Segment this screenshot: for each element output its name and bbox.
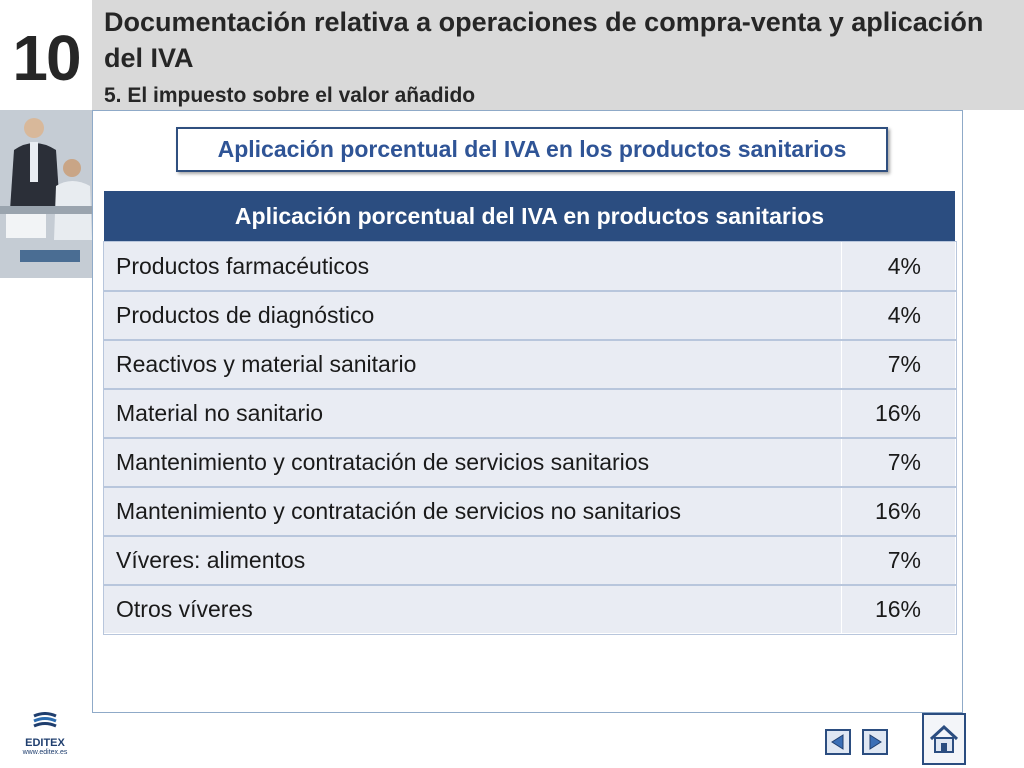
- home-icon: [929, 724, 959, 753]
- product-cell: Mantenimiento y contratación de servicio…: [103, 437, 842, 487]
- section-banner-label: Aplicación porcentual del IVA en los pro…: [217, 136, 847, 162]
- rate-cell: 4%: [841, 241, 956, 291]
- page-title: Documentación relativa a operaciones de …: [104, 7, 984, 73]
- rate-cell: 7%: [841, 437, 956, 487]
- office-photo: [0, 110, 92, 278]
- product-cell: Reactivos y material sanitario: [103, 339, 842, 389]
- editex-logo-icon: [33, 712, 57, 728]
- logo-url: www.editex.es: [22, 749, 68, 756]
- product-cell: Productos de diagnóstico: [103, 290, 842, 340]
- table-row: Material no sanitario 16%: [102, 387, 957, 439]
- product-cell: Víveres: alimentos: [103, 535, 842, 585]
- table-row: Otros víveres 16%: [102, 583, 957, 635]
- table-row: Productos de diagnóstico 4%: [102, 289, 957, 341]
- rate-cell: 4%: [841, 290, 956, 340]
- product-cell: Productos farmacéuticos: [103, 241, 842, 291]
- home-button[interactable]: [922, 713, 966, 765]
- rate-cell: 7%: [841, 339, 956, 389]
- rate-cell: 16%: [841, 388, 956, 438]
- table-row: Víveres: alimentos 7%: [102, 534, 957, 586]
- previous-slide-button[interactable]: [825, 729, 851, 755]
- product-cell: Material no sanitario: [103, 388, 842, 438]
- section-banner: Aplicación porcentual del IVA en los pro…: [176, 127, 888, 172]
- rate-cell: 7%: [841, 535, 956, 585]
- product-cell: Mantenimiento y contratación de servicio…: [103, 486, 842, 536]
- editex-logo[interactable]: EDITEX www.editex.es: [18, 712, 72, 762]
- rate-cell: 16%: [841, 486, 956, 536]
- iva-rates-table: Aplicación porcentual del IVA en product…: [102, 190, 957, 635]
- table-row: Mantenimiento y contratación de servicio…: [102, 436, 957, 488]
- table-row: Reactivos y material sanitario 7%: [102, 338, 957, 390]
- table-row: Mantenimiento y contratación de servicio…: [102, 485, 957, 537]
- table-header-row: Aplicación porcentual del IVA en product…: [103, 190, 956, 242]
- chapter-number: 10: [12, 22, 81, 94]
- triangle-right-icon: [869, 734, 882, 750]
- product-cell: Otros víveres: [103, 584, 842, 634]
- rate-cell: 16%: [841, 584, 956, 634]
- next-slide-button[interactable]: [862, 729, 888, 755]
- office-photo-illustration: [0, 110, 92, 278]
- header-band: [92, 0, 1024, 110]
- table-row: Productos farmacéuticos 4%: [102, 240, 957, 292]
- triangle-left-icon: [831, 734, 844, 750]
- table-header: Aplicación porcentual del IVA en product…: [103, 190, 956, 242]
- logo-name: EDITEX: [25, 737, 65, 749]
- section-subtitle: 5. El impuesto sobre el valor añadido: [104, 84, 476, 107]
